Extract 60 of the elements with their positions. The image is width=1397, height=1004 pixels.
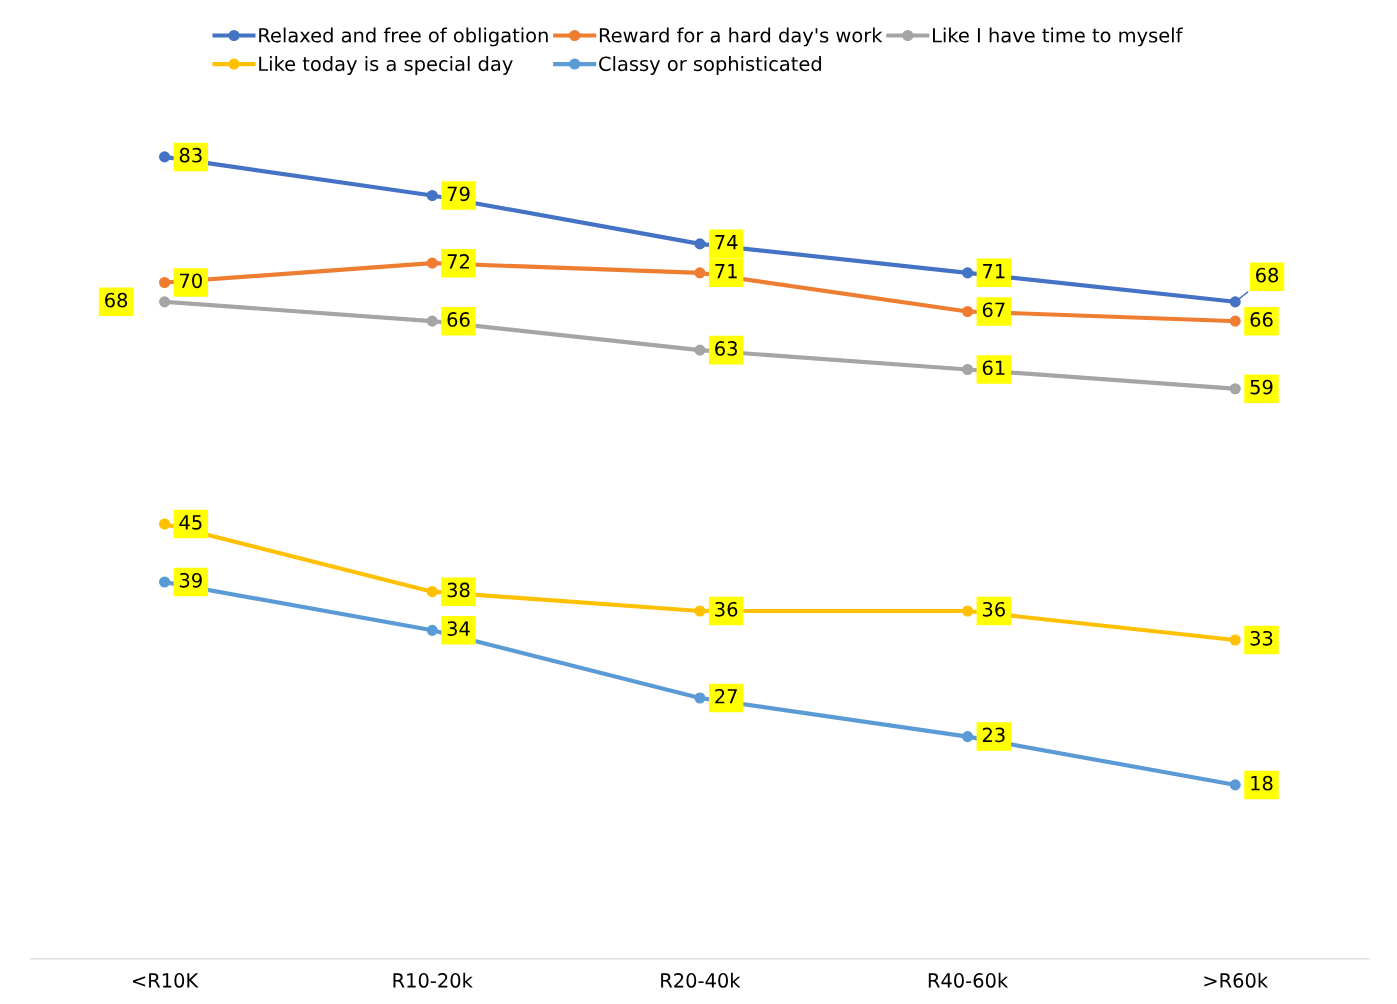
point: [1229, 315, 1241, 327]
x-tick-label: R20-40k: [661, 972, 741, 988]
data-label: 70: [180, 273, 202, 289]
data-label: 71: [715, 264, 737, 279]
data-label: 63: [715, 341, 737, 356]
point: [962, 605, 974, 617]
point: [962, 305, 974, 318]
point: [1229, 296, 1241, 308]
data-label: 36: [982, 601, 1005, 617]
point: [159, 151, 171, 163]
point: [159, 296, 171, 308]
data-label: 34: [447, 621, 470, 636]
point: [1229, 634, 1241, 646]
point: [694, 267, 706, 279]
data-label: 66: [447, 312, 470, 327]
data-label: 68: [1256, 267, 1279, 283]
point: [426, 257, 438, 269]
legend-label: Like I have time to myself: [933, 27, 1183, 47]
data-label: 45: [179, 515, 202, 530]
data-label: 74: [715, 235, 738, 250]
point: [159, 576, 171, 588]
point: [694, 605, 706, 617]
legend-label: Like today is a special day: [259, 56, 513, 75]
x-tick-label: >R60k: [1204, 972, 1269, 988]
data-label: 67: [982, 302, 1005, 318]
x-tick-label: R10-20k: [393, 972, 473, 988]
data-label: 61: [982, 360, 1005, 376]
point: [1229, 779, 1241, 791]
point: [962, 267, 974, 279]
data-label: 79: [447, 186, 470, 202]
data-label: 33: [1250, 630, 1273, 646]
x-tick-label: R40-60k: [928, 972, 1009, 988]
x-tick-label: <R10K: [132, 973, 199, 988]
data-label: 66: [1250, 312, 1273, 327]
data-label: 72: [447, 254, 469, 269]
data-label: 68: [105, 292, 128, 308]
data-label: 36: [715, 601, 738, 617]
point: [426, 586, 438, 598]
point: [694, 238, 706, 250]
point: [694, 692, 706, 704]
point: [426, 624, 438, 636]
data-label: 23: [982, 727, 1005, 743]
point: [962, 363, 974, 376]
point: [426, 315, 438, 327]
legend-label: Relaxed and free of obligation: [259, 27, 548, 47]
legend-label: Classy or sophisticated: [599, 56, 821, 75]
data-label: 59: [1250, 379, 1273, 395]
data-label: 83: [179, 147, 202, 163]
data-label: 71: [983, 264, 1005, 279]
point: [1229, 383, 1241, 395]
point: [694, 344, 706, 356]
point: [962, 731, 974, 743]
point: [159, 276, 171, 289]
legend-label: Reward for a hard day's work: [599, 27, 883, 47]
data-label: 27: [715, 688, 737, 704]
data-label: 38: [447, 582, 470, 598]
data-label: 39: [179, 572, 202, 588]
data-label: 18: [1251, 775, 1273, 791]
point: [159, 518, 171, 530]
point: [426, 189, 438, 202]
